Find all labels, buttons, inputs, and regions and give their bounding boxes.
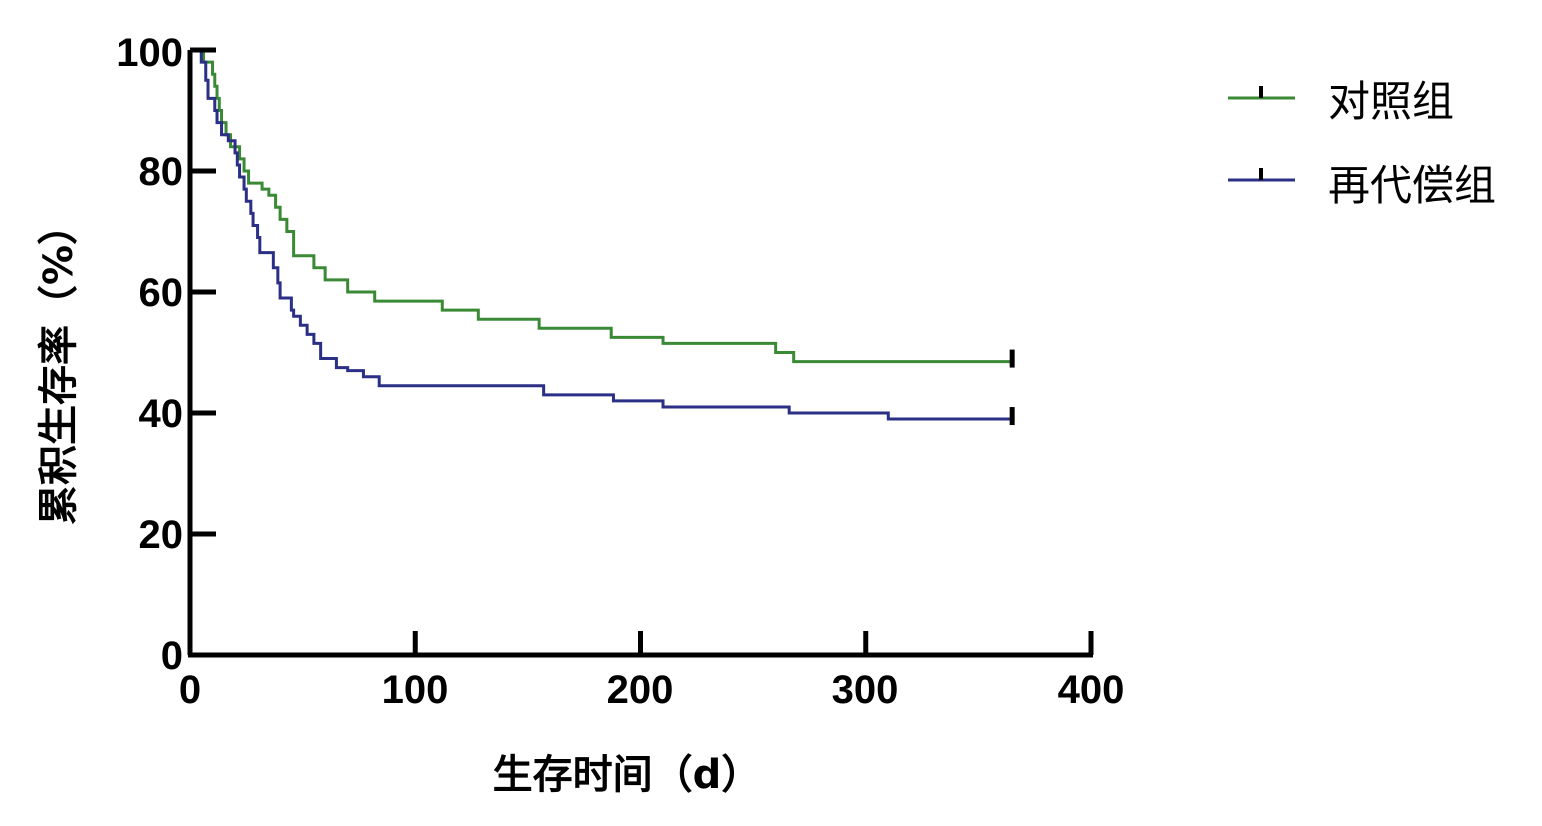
y-tick-label: 80: [139, 150, 184, 194]
y-tick-label: 40: [139, 392, 184, 436]
series-line-0: [190, 48, 1013, 364]
y-tick-label: 20: [139, 513, 184, 557]
legend-item-control: 对照组: [1228, 77, 1454, 126]
legend-label-control: 对照组: [1328, 77, 1454, 126]
x-axis-title: 生存时间（d）: [493, 752, 762, 798]
x-tick-label: 300: [832, 668, 899, 712]
legend-item-recompensation: 再代偿组: [1228, 161, 1496, 210]
x-tick-label: 200: [607, 668, 674, 712]
x-tick-label: 0: [179, 668, 201, 712]
y-tick-label: 0: [161, 634, 183, 678]
legend-label-recompensation: 再代偿组: [1328, 161, 1496, 210]
legend: 对照组 再代偿组: [1228, 77, 1496, 210]
y-axis-title: 累积生存率（%）: [36, 205, 82, 525]
x-tick-label: 100: [382, 668, 449, 712]
series-line-1: [190, 48, 1013, 421]
series-layer: [190, 48, 1015, 426]
x-tick-label: 400: [1058, 668, 1125, 712]
y-tick-label: 60: [139, 271, 184, 315]
tick-layer: [190, 47, 1094, 655]
y-tick-label: 100: [116, 31, 183, 75]
